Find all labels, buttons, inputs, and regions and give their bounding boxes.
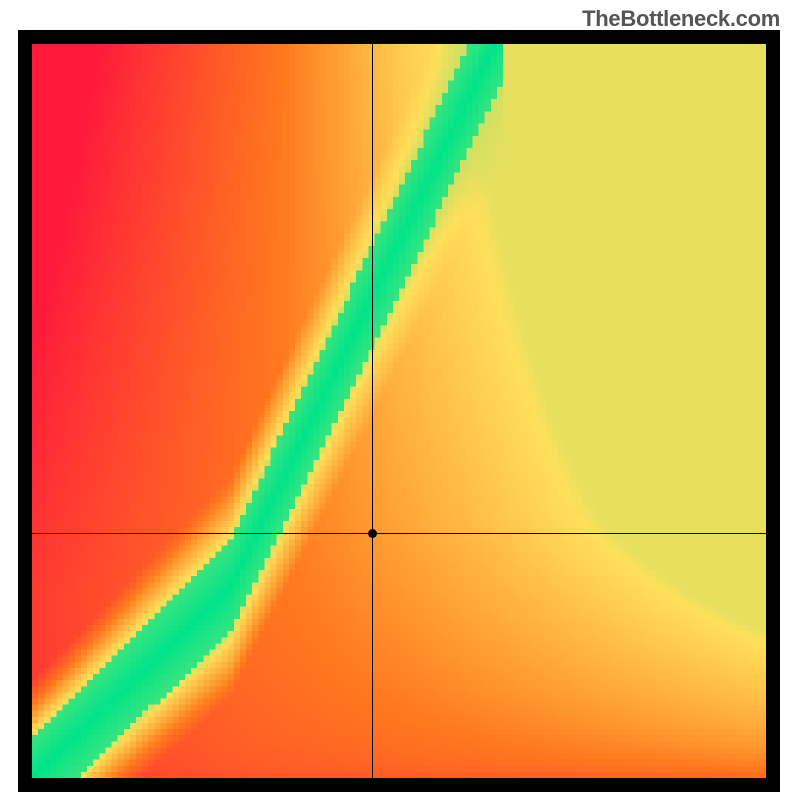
crosshair-horizontal <box>32 533 766 534</box>
heatmap-canvas <box>32 44 766 778</box>
crosshair-vertical <box>372 44 373 778</box>
watermark-text: TheBottleneck.com <box>582 6 780 32</box>
plot-inner <box>32 44 766 778</box>
chart-container: TheBottleneck.com <box>0 0 800 800</box>
